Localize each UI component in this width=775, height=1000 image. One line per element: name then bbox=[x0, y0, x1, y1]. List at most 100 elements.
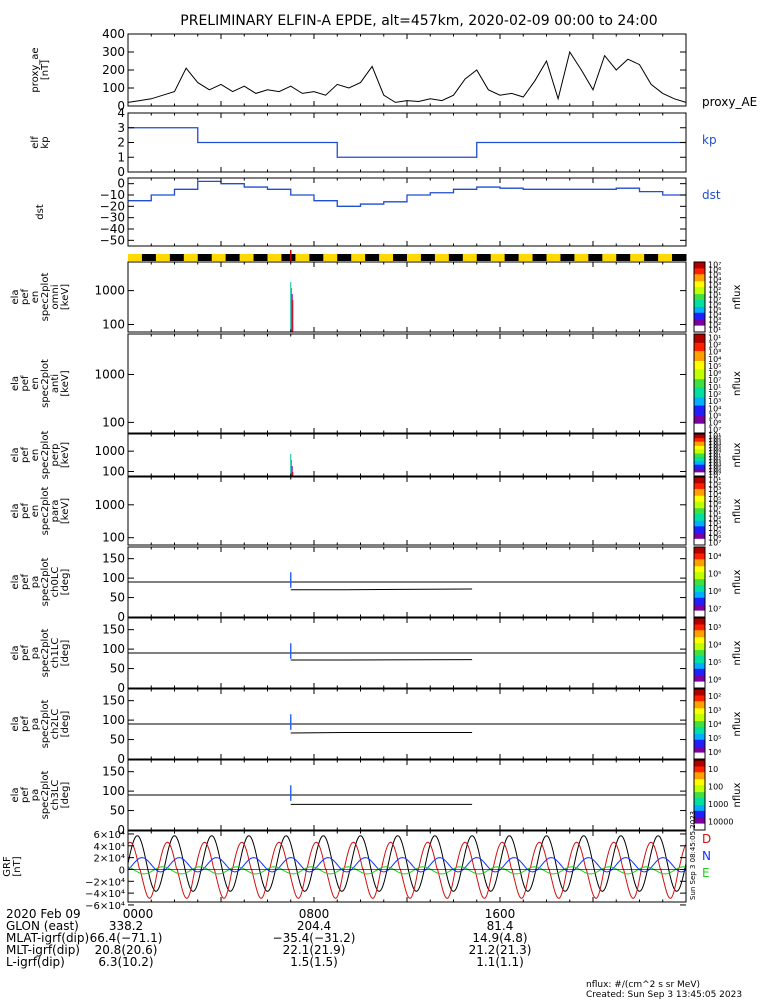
colorbar-cell bbox=[694, 783, 705, 786]
colorbar-cell bbox=[694, 792, 705, 795]
colorbar-cell bbox=[694, 760, 705, 762]
colorbar-cell bbox=[694, 368, 705, 371]
status-segment bbox=[462, 254, 478, 261]
legend-label: kp bbox=[702, 133, 717, 147]
legend-label: N bbox=[702, 849, 711, 863]
colorbar-tick-label: 10¹ bbox=[708, 432, 721, 441]
colorbar-cell bbox=[694, 796, 705, 798]
colorbar-tick-label: 10³ bbox=[708, 706, 721, 715]
colorbar-cell bbox=[694, 784, 705, 787]
y-axis-label: ela pef en spec2plot para [keV] bbox=[10, 487, 71, 536]
y-tick-label: 50 bbox=[110, 591, 125, 605]
colorbar-tick-label: 10⁷ bbox=[708, 296, 721, 305]
y-tick-label: 200 bbox=[102, 63, 125, 77]
colorbar-cell bbox=[694, 426, 705, 429]
colorbar-tick-label: 10³ bbox=[708, 485, 721, 494]
colorbar-cell bbox=[694, 721, 705, 724]
status-segment bbox=[365, 254, 380, 261]
colorbar-cell bbox=[694, 523, 705, 526]
colorbar-title: nflux bbox=[732, 498, 743, 523]
colorbar-cell bbox=[694, 628, 705, 631]
y-axis-label: ela pef en spec2plot anti [keV] bbox=[10, 359, 71, 408]
colorbar-cell bbox=[694, 555, 705, 557]
colorbar-cell bbox=[694, 729, 705, 732]
colorbar-tick-label: 10⁶ bbox=[708, 675, 721, 684]
colorbar-cell bbox=[694, 398, 705, 401]
colorbar-cell bbox=[694, 472, 705, 474]
colorbar-tick-label: 10⁴ bbox=[708, 552, 721, 561]
status-segment bbox=[239, 254, 255, 261]
colorbar-tick-label: 10⁷ bbox=[708, 539, 721, 548]
colorbar-cell bbox=[694, 765, 705, 768]
colorbar-tick-label: 10² bbox=[708, 456, 721, 465]
y-tick-label: 50 bbox=[110, 662, 125, 676]
colorbar-cell bbox=[694, 429, 705, 432]
colorbar-cell bbox=[694, 304, 705, 306]
status-segment bbox=[574, 254, 589, 261]
x-table-value: 1.1(1.1) bbox=[476, 955, 524, 969]
colorbar-cell bbox=[694, 513, 705, 515]
colorbar-tick-label: 10⁶ bbox=[708, 301, 721, 310]
colorbar-cell bbox=[694, 448, 705, 450]
colorbar-cell bbox=[694, 599, 705, 602]
status-segment bbox=[295, 254, 310, 261]
colorbar-cell bbox=[694, 761, 705, 763]
colorbar-cell bbox=[694, 719, 705, 722]
colorbar-cell bbox=[694, 802, 705, 804]
y-label-line: [nT] bbox=[12, 856, 23, 876]
colorbar-tick-label: 10³ bbox=[708, 459, 721, 468]
colorbar-cell bbox=[694, 464, 705, 466]
colorbar-cell bbox=[694, 708, 705, 711]
colorbar-tick-label: 10⁵ bbox=[708, 569, 721, 578]
y-axis-label: dst bbox=[35, 204, 46, 220]
colorbar-cell bbox=[694, 295, 705, 298]
colorbar-cell bbox=[694, 439, 705, 441]
colorbar-cell bbox=[694, 414, 705, 418]
colorbar-cell bbox=[694, 727, 705, 730]
colorbar-cell bbox=[694, 814, 705, 817]
colorbar-cell bbox=[694, 322, 705, 325]
colorbar-cell bbox=[694, 693, 705, 696]
colorbar-cell bbox=[694, 604, 705, 606]
colorbar-cell bbox=[694, 820, 705, 823]
colorbar-cell bbox=[694, 590, 705, 592]
colorbar-frame bbox=[693, 688, 706, 760]
colorbar-cell bbox=[694, 305, 705, 307]
colorbar-cell bbox=[694, 269, 705, 271]
colorbar-tick-label: 10² bbox=[708, 480, 721, 489]
colorbar-cell bbox=[694, 319, 705, 321]
colorbar-cell bbox=[694, 521, 705, 523]
colorbar-cell bbox=[694, 613, 705, 616]
colorbar-tick-label: 100 bbox=[708, 782, 723, 791]
colorbar-frame bbox=[693, 476, 706, 546]
colorbar-cell bbox=[694, 438, 705, 441]
colorbar-label: nflux bbox=[732, 711, 743, 736]
colorbar-cell bbox=[694, 738, 705, 740]
colorbar-cell bbox=[694, 288, 705, 291]
colorbar-cell bbox=[694, 717, 705, 719]
y-tick-label: 2 bbox=[117, 136, 125, 150]
status-segment bbox=[644, 254, 659, 261]
panel-ch2: 10⁶ 10⁵ 10⁴ 10³ 10² nflux 0 50 100 150 ela pef pa spe… bbox=[10, 688, 743, 766]
x-table-value: 14.9(4.8) bbox=[472, 931, 527, 945]
panel-para: 10⁷10⁶10⁵10⁴10³10²10¹10⁷10⁶10⁵10⁴10³10²1… bbox=[10, 475, 743, 547]
colorbar-cell bbox=[694, 754, 705, 757]
colorbar-cell bbox=[694, 550, 705, 553]
colorbar-tick-label: 10⁴ bbox=[708, 490, 721, 499]
legend-label: dst bbox=[702, 188, 721, 202]
colorbar-cell bbox=[694, 400, 705, 403]
status-segment bbox=[602, 254, 617, 261]
colorbar-cell bbox=[694, 542, 705, 545]
colorbar-cell bbox=[694, 267, 705, 270]
colorbar-cell bbox=[694, 423, 705, 426]
colorbar-cell bbox=[694, 285, 705, 288]
colorbar-cell bbox=[694, 539, 705, 542]
colorbar-cell bbox=[694, 817, 705, 819]
y-tick-label: 100 bbox=[102, 642, 125, 656]
y-label-line: en bbox=[30, 377, 41, 390]
colorbar-cell bbox=[694, 585, 705, 588]
colorbar-title: nflux bbox=[732, 711, 743, 736]
colorbar-cell bbox=[694, 701, 705, 704]
